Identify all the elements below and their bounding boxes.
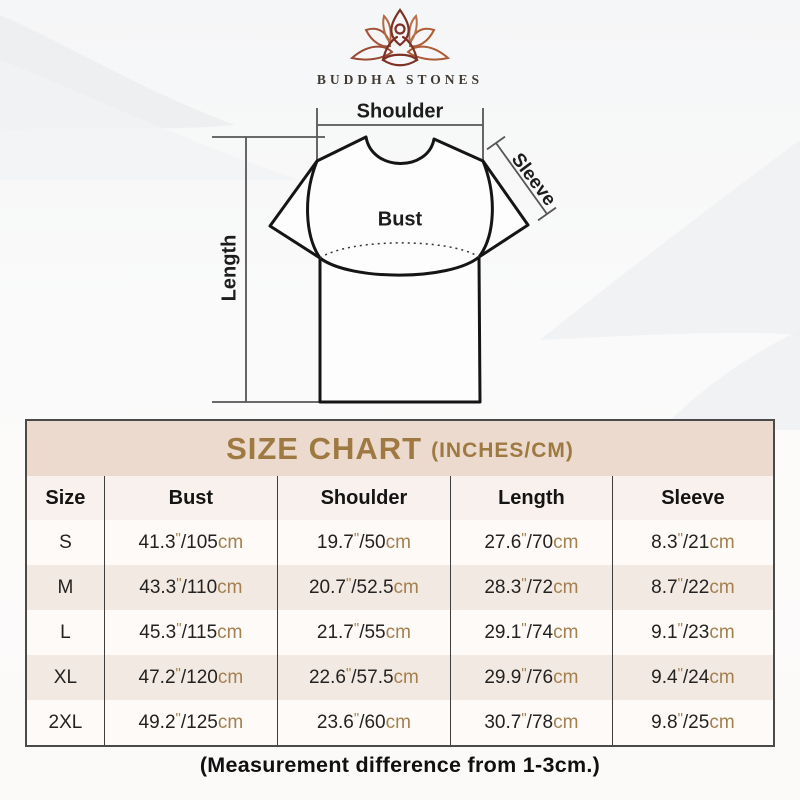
length-measurement-cell: 30.7 "/78 cm [449, 700, 612, 745]
size-cell: XL [53, 666, 78, 688]
shoulder-measurement-cell: 19.7 "/50 cm [276, 520, 450, 565]
bust-measurement-cell: 43.3 "/110 cm [103, 565, 277, 610]
size-cell: 2XL [48, 711, 83, 733]
size-cell: L [60, 621, 71, 643]
sleeve-measurement-cell: 9.1 "/23 cm [611, 610, 773, 655]
column-header-bust: Bust [103, 476, 277, 520]
size-cell: M [57, 576, 74, 598]
shoulder-measurement-cell: 21.7 "/55 cm [276, 610, 450, 655]
size-chart-banner: SIZE CHART (INCHES/CM) [27, 421, 773, 476]
column-header-shoulder: Shoulder [276, 476, 450, 520]
shoulder-measurement-cell: 22.6 "/57.5 cm [276, 655, 450, 700]
size-chart-subtitle: (INCHES/CM) [431, 438, 574, 462]
column-header-sleeve: Sleeve [611, 476, 773, 520]
buddha-stones-logo lotus-meditation-icon [349, 8, 451, 67]
size-cell: S [59, 531, 72, 553]
table-row-xl: XL 47.2 "/120 cm 22.6 "/57.5 cm 29.9 "/76 cm 9.4 " /… [27, 655, 773, 700]
column-header-size: Size [45, 486, 86, 509]
sleeve-measurement-cell: 8.7 "/22 cm [611, 565, 773, 610]
measurement-note: (Measurement difference from 1-3cm.) [199, 753, 601, 777]
length-diagram-label: Length [218, 234, 241, 302]
sleeve-measurement-cell: 9.8 "/25 cm [611, 700, 773, 745]
size-chart-table: SIZE CHART (INCHES/CM) Size Bust Shoulder L… [25, 419, 775, 747]
length-measurement-cell: 28.3 "/72 cm [449, 565, 612, 610]
table-row-l: L 45.3 "/115 cm 21.7 "/55 cm 29.1 "/74 cm 9.1 "/23 c… [27, 610, 773, 655]
length-measurement-cell: 29.1 "/74 cm [449, 610, 612, 655]
tshirt-diagram-figure [212, 108, 557, 404]
brand-name: BUDDHA STONES [316, 72, 484, 87]
sleeve-measurement-cell: 9.4 "/24 cm [611, 655, 773, 700]
length-measurement-cell: 27.6 "/70 cm [449, 520, 612, 565]
table-body: S 41.3 "/105 cm 19.7 "/50 cm 27.6 "/70 cm 8.3 "/21 c… [27, 520, 773, 745]
bust-measurement-cell: 47.2 "/120 cm [103, 655, 277, 700]
shoulder-diagram-label: Shoulder [356, 100, 444, 123]
bust-diagram-label: Bust [377, 208, 423, 231]
table-row-s: S 41.3 "/105 cm 19.7 "/50 cm 27.6 "/70 cm 8.3 "/21 c… [27, 520, 773, 565]
bust-measurement-cell: 49.2 "/125 cm [103, 700, 277, 745]
table-row-m: M 43.3 "/110 cm 20.7 "/52.5 cm 28.3 "/72 cm 8.7 "/2… [27, 565, 773, 610]
table-row-2xl: 2XL 49.2 "/125 cm 23.6 "/60 cm 30.7 "/78 cm 9.8 "/2… [27, 700, 773, 745]
size-chart-title: SIZE CHART [226, 430, 423, 466]
shoulder-measurement-cell: 20.7 "/52.5 cm [276, 565, 450, 610]
length-measurement-cell: 29.9 "/76 cm [449, 655, 612, 700]
table-header-row: Size Bust Shoulder Length Sleeve [27, 476, 773, 520]
bust-measurement-cell: 45.3 "/115 cm [103, 610, 277, 655]
sleeve-measurement-cell: 8.3 "/21 cm [611, 520, 773, 565]
column-header-length: Length [449, 476, 612, 520]
shoulder-measurement-cell: 23.6 "/60 cm [276, 700, 450, 745]
bust-measurement-cell: 41.3 "/105 cm [103, 520, 277, 565]
